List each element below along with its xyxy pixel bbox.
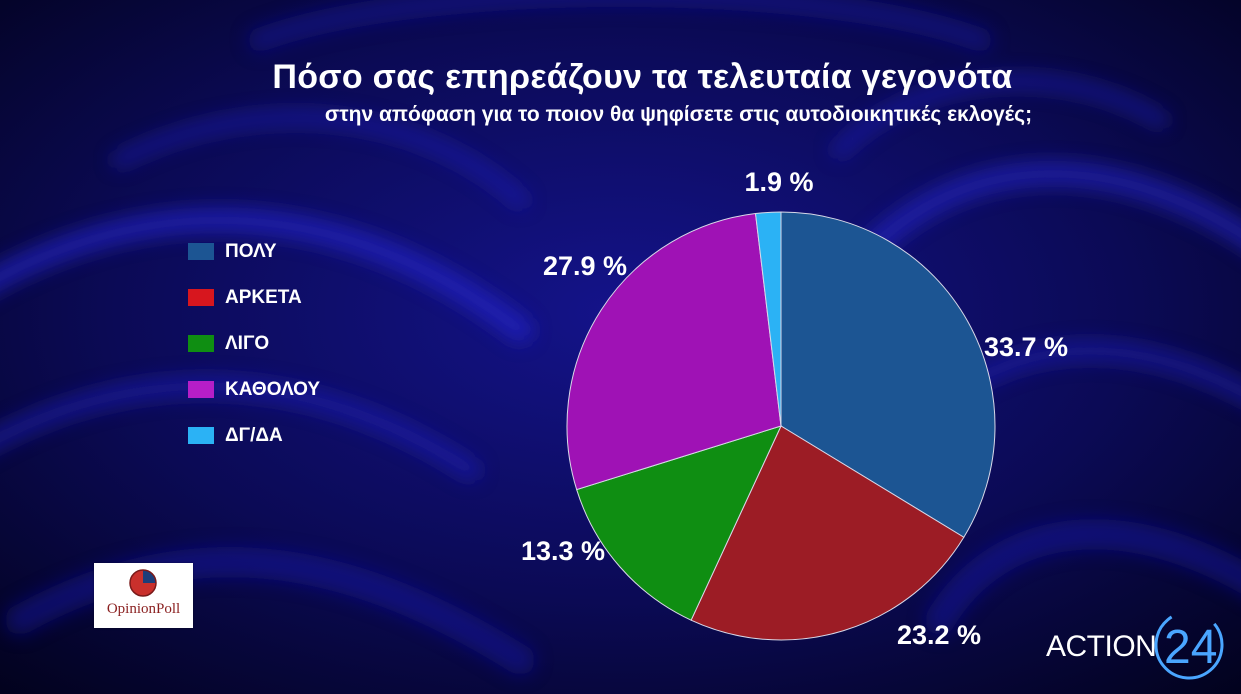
chart-title: Πόσο σας επηρεάζουν τα τελευταία γεγονότ… bbox=[272, 58, 1013, 96]
legend-label: ΚΑΘΟΛΟΥ bbox=[225, 378, 321, 400]
slice-value-label-2: 13.3 % bbox=[521, 536, 605, 566]
opinionpoll-emblem-icon bbox=[129, 569, 157, 597]
pie-slice-0 bbox=[780, 211, 996, 538]
legend: ΠΟΛΥ ΑΡΚΕΤΑ ΛΙΓΟ ΚΑΘΟΛΟΥ ΔΓ/ΔΑ bbox=[188, 240, 320, 470]
action24-ring-icon bbox=[1154, 610, 1224, 680]
pie-slice-3 bbox=[566, 212, 782, 491]
legend-item-poly: ΠΟΛΥ bbox=[188, 240, 320, 263]
legend-label: ΠΟΛΥ bbox=[225, 240, 277, 262]
pie-slice-1 bbox=[690, 425, 965, 641]
legend-label: ΑΡΚΕΤΑ bbox=[225, 286, 302, 308]
action24-number: 24 bbox=[1164, 621, 1218, 674]
slice-value-label-3: 27.9 % bbox=[543, 251, 627, 281]
slice-value-label-4: 1.9 % bbox=[744, 167, 813, 197]
action24-text: ACTION bbox=[1046, 630, 1157, 663]
slice-value-label-1: 23.2 % bbox=[897, 620, 981, 650]
opinionpoll-logo: OpinionPoll bbox=[94, 563, 193, 628]
legend-item-katholou: ΚΑΘΟΛΟΥ bbox=[188, 378, 320, 401]
legend-item-arketa: ΑΡΚΕΤΑ bbox=[188, 286, 320, 309]
chart-subtitle: στην απόφαση για το ποιον θα ψηφίσετε στ… bbox=[324, 103, 1033, 126]
legend-label: ΛΙΓΟ bbox=[225, 332, 270, 354]
legend-item-ligo: ΛΙΓΟ bbox=[188, 332, 320, 355]
legend-swatch bbox=[188, 243, 214, 260]
legend-swatch bbox=[188, 427, 214, 444]
legend-item-dgda: ΔΓ/ΔΑ bbox=[188, 424, 320, 447]
pie-slice-2 bbox=[576, 425, 782, 621]
legend-swatch bbox=[188, 335, 214, 352]
legend-swatch bbox=[188, 289, 214, 306]
legend-swatch bbox=[188, 381, 214, 398]
legend-label: ΔΓ/ΔΑ bbox=[225, 424, 283, 446]
opinionpoll-text: OpinionPoll bbox=[106, 601, 181, 617]
pie-slice-4 bbox=[754, 211, 782, 427]
action24-logo: ACTION 24 bbox=[1040, 608, 1230, 688]
slice-value-label-0: 33.7 % bbox=[984, 332, 1068, 362]
